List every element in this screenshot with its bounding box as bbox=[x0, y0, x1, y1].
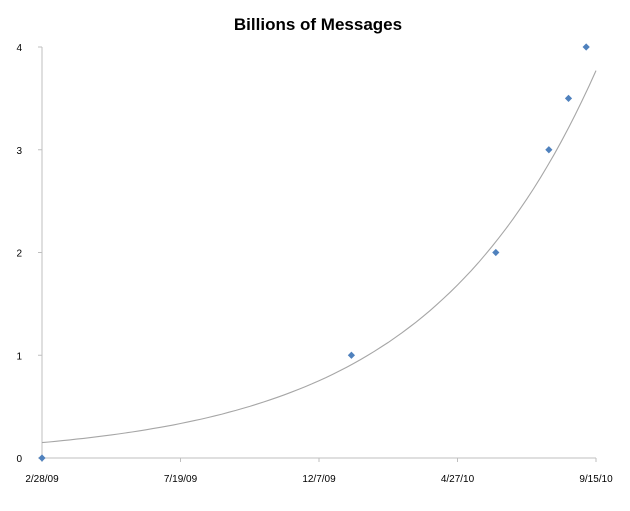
y-tick-label: 1 bbox=[16, 351, 22, 362]
data-point-3 bbox=[545, 146, 553, 154]
y-axis-ticks: 0 1 2 3 4 bbox=[16, 43, 42, 465]
x-tick-label: 12/7/09 bbox=[302, 474, 336, 485]
y-tick-label: 2 bbox=[16, 249, 22, 260]
exponential-trendline bbox=[41, 70, 597, 444]
data-point-4 bbox=[564, 94, 573, 102]
data-point-2 bbox=[492, 248, 500, 257]
y-tick-label: 4 bbox=[16, 43, 22, 54]
x-tick-label: 2/28/09 bbox=[25, 474, 59, 485]
data-points bbox=[38, 43, 590, 462]
x-tick-label: 9/15/10 bbox=[579, 474, 613, 485]
x-axis-ticks: 2/28/09 7/19/09 12/7/09 4/27/10 9/15/10 bbox=[25, 458, 613, 485]
data-point-0 bbox=[38, 454, 46, 462]
data-point-5 bbox=[582, 43, 590, 51]
x-tick-label: 7/19/09 bbox=[164, 474, 198, 485]
y-tick-label: 0 bbox=[16, 454, 22, 465]
x-tick-label: 4/27/10 bbox=[441, 474, 475, 485]
y-tick-label: 3 bbox=[16, 146, 22, 157]
chart-title: Billions of Messages bbox=[234, 15, 402, 34]
data-point-1 bbox=[347, 351, 356, 359]
